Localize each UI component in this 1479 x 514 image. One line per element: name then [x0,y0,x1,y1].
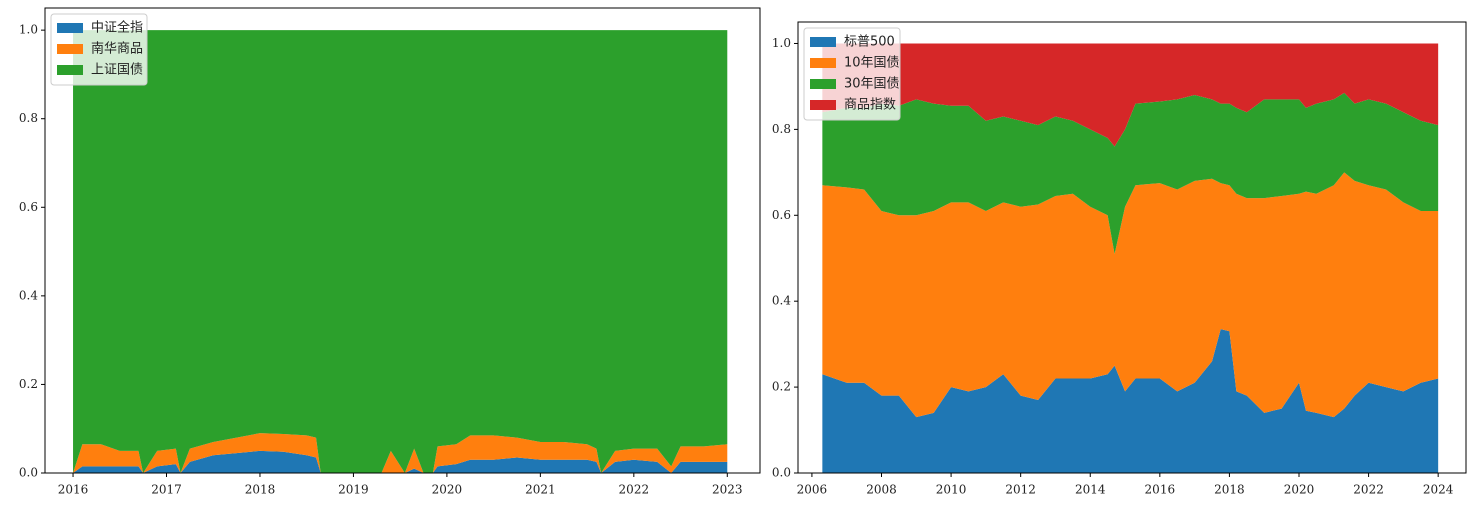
x-tick-label: 2017 [151,483,182,497]
x-tick-label: 2016 [1145,483,1176,497]
x-tick-label: 2012 [1005,483,1036,497]
legend-swatch [810,58,836,68]
x-tick-label: 2019 [338,483,369,497]
y-tick-label: 0.6 [19,200,38,214]
x-tick-label: 2010 [936,483,967,497]
area [822,172,1439,418]
chart: 0.0 0.2 0.4 0.6 0.8 1.0 2006 2008 2010 2012 2014 20… [772,21,1467,497]
y-tick-label: 0.0 [19,466,38,480]
y-tick-label: 0.8 [772,122,791,136]
chart: 0.0 0.2 0.4 0.6 0.8 1.0 2016 2017 2018 2019 2020 20… [19,7,761,497]
area [822,329,1439,473]
plot-frame [44,7,761,474]
legend-swatch [810,37,836,47]
y-tick-label: 0.2 [19,377,38,391]
legend-swatch [57,44,83,54]
x-tick-label: 2021 [525,483,556,497]
legend-label: 标普500 [844,35,895,50]
y-tick-label: 1.0 [772,36,791,50]
x-tick-label: 2022 [1353,483,1384,497]
legend-label: 中证全指 [91,20,143,36]
x-tick-label: 2008 [866,483,897,497]
y-tick-label: 0.8 [19,111,38,125]
x-tick-label: 2024 [1423,483,1454,497]
legend-box [803,27,901,121]
legend-label: 上证国债 [91,63,143,78]
legend-swatch [810,100,836,110]
x-tick-label: 2020 [432,483,463,497]
y-tick-label: 1.0 [19,23,38,37]
area [73,450,728,473]
x-tick-label: 2020 [1284,483,1315,497]
y-tick-label: 0.0 [772,466,791,480]
area [73,433,728,473]
legend-swatch [810,79,836,89]
x-tick-label: 2023 [712,483,743,497]
legend-label: 商品指数 [844,98,896,113]
x-tick-label: 2014 [1075,483,1106,497]
area [822,43,1439,147]
x-tick-label: 2016 [58,483,89,497]
y-tick-label: 0.6 [772,208,791,222]
x-tick-label: 2018 [245,483,276,497]
legend-label: 30年国债 [844,77,900,92]
x-tick-label: 2006 [797,483,828,497]
legend-label: 10年国债 [844,56,900,71]
legend-swatch [57,65,83,75]
legend-label: 南华商品 [91,41,143,57]
plot-frame [797,21,1467,474]
area [73,30,728,474]
area [822,92,1439,254]
y-tick-label: 0.4 [772,294,791,308]
x-tick-label: 2018 [1214,483,1245,497]
y-tick-label: 0.2 [772,380,791,394]
x-tick-label: 2022 [619,483,650,497]
y-tick-label: 0.4 [19,288,38,302]
legend-swatch [57,23,83,33]
